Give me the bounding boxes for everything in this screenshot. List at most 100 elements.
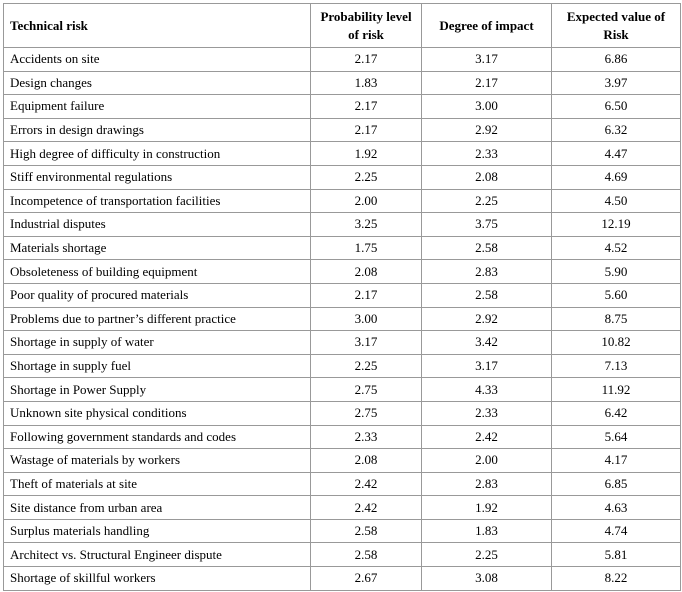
value-cell: 3.17: [421, 353, 552, 379]
value-cell: 2.58: [310, 518, 422, 544]
value-cell: 2.00: [310, 188, 422, 214]
table-row: Materials shortage 1.75 2.58 4.52: [3, 235, 681, 261]
value-cell: 2.00: [421, 448, 552, 473]
value-cell: 6.85: [551, 471, 681, 497]
risk-name: Obsoleteness of building equipment: [3, 259, 311, 284]
risk-name: Stiff environmental regulations: [3, 164, 311, 190]
value-cell: 2.08: [310, 259, 422, 284]
value-cell: 4.74: [551, 518, 681, 544]
value-cell: 3.17: [310, 330, 422, 355]
value-cell: 10.82: [551, 330, 681, 355]
risk-name: Shortage in supply of water: [3, 330, 311, 355]
value-cell: 2.67: [310, 566, 422, 591]
table-row: Obsoleteness of building equipment 2.08 2.…: [3, 259, 681, 284]
value-cell: 1.75: [310, 235, 422, 261]
value-cell: 3.08: [421, 566, 552, 591]
value-cell: 2.58: [310, 542, 422, 568]
risk-name: Errors in design drawings: [3, 117, 311, 143]
risk-name: Shortage of skillful workers: [3, 566, 311, 591]
value-cell: 2.17: [310, 117, 422, 143]
value-cell: 4.33: [421, 377, 552, 402]
value-cell: 6.50: [551, 94, 681, 119]
value-cell: 2.75: [310, 377, 422, 402]
value-cell: 2.08: [310, 448, 422, 473]
header-cell: Technical risk: [3, 3, 311, 48]
value-cell: 5.64: [551, 424, 681, 450]
value-cell: 4.50: [551, 188, 681, 214]
value-cell: 12.19: [551, 212, 681, 237]
value-cell: 3.75: [421, 212, 552, 237]
value-cell: 3.25: [310, 212, 422, 237]
table-body: Accidents on site 2.17 3.17 6.86 Design chan…: [3, 47, 681, 591]
risk-table: Technical risk Probability level of risk D…: [3, 3, 681, 591]
value-cell: 3.42: [421, 330, 552, 355]
risk-name: Design changes: [3, 70, 311, 96]
risk-name: Unknown site physical conditions: [3, 400, 311, 426]
value-cell: 2.42: [310, 471, 422, 497]
table-row: Shortage in supply of water 3.17 3.42 10.82: [3, 330, 681, 355]
value-cell: 6.32: [551, 117, 681, 143]
risk-name: Architect vs. Structural Engineer disput…: [3, 542, 311, 568]
table-row: Following government standards and codes…: [3, 424, 681, 450]
value-cell: 2.83: [421, 259, 552, 284]
value-cell: 5.81: [551, 542, 681, 568]
value-cell: 6.86: [551, 47, 681, 72]
value-cell: 4.63: [551, 495, 681, 520]
risk-name: Poor quality of procured materials: [3, 282, 311, 308]
value-cell: 2.92: [421, 306, 552, 332]
value-cell: 2.25: [310, 164, 422, 190]
value-cell: 2.17: [310, 47, 422, 72]
table-row: High degree of difficulty in constructio…: [3, 141, 681, 166]
table-row: Errors in design drawings 2.17 2.92 6.32: [3, 117, 681, 143]
header-cell: Degree of impact: [421, 3, 552, 48]
risk-name: Following government standards and codes: [3, 424, 311, 450]
value-cell: 3.00: [310, 306, 422, 332]
value-cell: 2.58: [421, 282, 552, 308]
table-row: Unknown site physical conditions 2.75 2.33…: [3, 400, 681, 426]
value-cell: 5.90: [551, 259, 681, 284]
value-cell: 1.83: [310, 70, 422, 96]
table-row: Theft of materials at site 2.42 2.83 6.85: [3, 471, 681, 497]
risk-name: Industrial disputes: [3, 212, 311, 237]
value-cell: 1.83: [421, 518, 552, 544]
value-cell: 2.58: [421, 235, 552, 261]
header-cell: Expected value of Risk: [551, 3, 681, 48]
risk-name: High degree of difficulty in constructio…: [3, 141, 311, 166]
table-row: Problems due to partner’s different prac…: [3, 306, 681, 332]
table-row: Shortage in supply fuel 2.25 3.17 7.13: [3, 353, 681, 379]
risk-name: Materials shortage: [3, 235, 311, 261]
table-row: Architect vs. Structural Engineer disput…: [3, 542, 681, 568]
value-cell: 4.69: [551, 164, 681, 190]
table-row: Shortage of skillful workers 2.67 3.08 8.22: [3, 566, 681, 591]
value-cell: 2.17: [310, 94, 422, 119]
value-cell: 2.33: [310, 424, 422, 450]
table-row: Shortage in Power Supply 2.75 4.33 11.92: [3, 377, 681, 402]
header-row: Technical risk Probability level of risk D…: [3, 3, 681, 48]
risk-name: Problems due to partner’s different prac…: [3, 306, 311, 332]
value-cell: 6.42: [551, 400, 681, 426]
value-cell: 2.92: [421, 117, 552, 143]
risk-name: Surplus materials handling: [3, 518, 311, 544]
value-cell: 3.97: [551, 70, 681, 96]
table-row: Poor quality of procured materials 2.17 2.…: [3, 282, 681, 308]
value-cell: 2.25: [421, 542, 552, 568]
value-cell: 4.47: [551, 141, 681, 166]
value-cell: 2.25: [421, 188, 552, 214]
table-row: Design changes 1.83 2.17 3.97: [3, 70, 681, 96]
value-cell: 3.17: [421, 47, 552, 72]
table-row: Accidents on site 2.17 3.17 6.86: [3, 47, 681, 72]
value-cell: 2.83: [421, 471, 552, 497]
value-cell: 11.92: [551, 377, 681, 402]
value-cell: 8.75: [551, 306, 681, 332]
value-cell: 1.92: [421, 495, 552, 520]
risk-name: Site distance from urban area: [3, 495, 311, 520]
value-cell: 7.13: [551, 353, 681, 379]
risk-name: Wastage of materials by workers: [3, 448, 311, 473]
risk-name: Equipment failure: [3, 94, 311, 119]
table-row: Industrial disputes 3.25 3.75 12.19: [3, 212, 681, 237]
table-row: Wastage of materials by workers 2.08 2.00 4…: [3, 448, 681, 473]
risk-name: Shortage in supply fuel: [3, 353, 311, 379]
value-cell: 4.52: [551, 235, 681, 261]
table-row: Incompetence of transportation facilitie…: [3, 188, 681, 214]
